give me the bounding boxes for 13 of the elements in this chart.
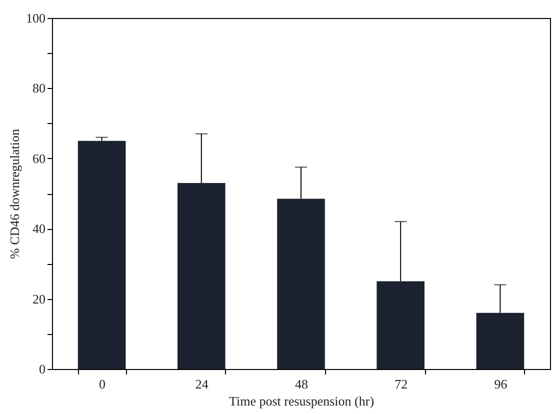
y-tick-label: 20: [32, 291, 46, 306]
x-tick-label: 96: [494, 376, 508, 392]
y-axis-title: % CD46 downregulation: [7, 128, 22, 259]
y-tick-label: 60: [32, 150, 46, 166]
x-axis-title: Time post resuspension (hr): [228, 394, 374, 408]
y-tick-label: 0: [39, 362, 46, 376]
y-tick-label: 100: [26, 10, 46, 26]
x-tick-label: 24: [195, 376, 209, 392]
y-tick-label: 80: [32, 80, 46, 96]
x-tick-label: 48: [295, 376, 308, 392]
x-tick-label: 72: [394, 376, 408, 392]
x-tick-label: 0: [99, 376, 106, 392]
y-tick-label: 40: [32, 221, 46, 236]
